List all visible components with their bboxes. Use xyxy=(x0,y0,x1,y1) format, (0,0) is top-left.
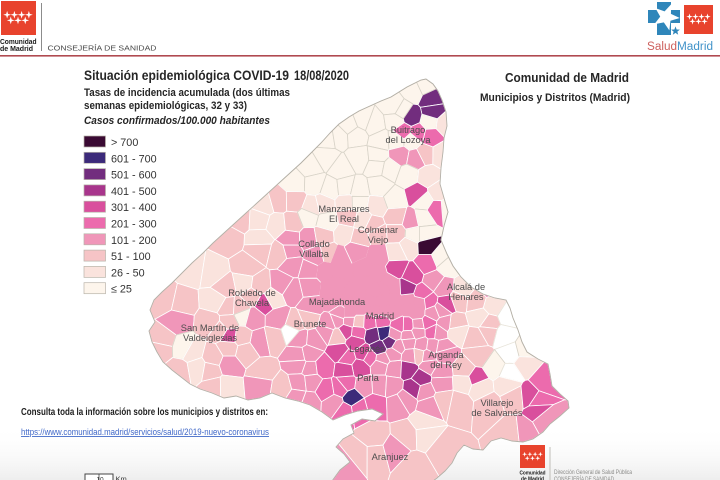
svg-text:601 - 700: 601 - 700 xyxy=(111,153,157,165)
svg-text:semanas epidemiológicas, 32 y: semanas epidemiológicas, 32 y 33) xyxy=(84,100,247,112)
svg-text:Majadahonda: Majadahonda xyxy=(309,297,366,307)
svg-text:Viejo: Viejo xyxy=(368,235,389,245)
svg-text:401 - 500: 401 - 500 xyxy=(111,186,157,198)
svg-text:Comunidad: Comunidad xyxy=(520,471,546,477)
svg-text:> 700: > 700 xyxy=(111,137,138,149)
svg-text:Alcalá de: Alcalá de xyxy=(447,282,485,292)
svg-text:Villalba: Villalba xyxy=(299,249,330,259)
svg-text:de Madrid: de Madrid xyxy=(521,477,545,480)
svg-text:Tasas de incidencia acumulada: Tasas de incidencia acumulada (dos últim… xyxy=(84,87,290,99)
svg-text:El Real: El Real xyxy=(329,214,359,224)
svg-text:Aranjuez: Aranjuez xyxy=(372,452,409,462)
svg-text:San Martín de: San Martín de xyxy=(181,323,239,333)
svg-text:Chavela: Chavela xyxy=(235,298,270,308)
svg-text:CONSEJERÍA DE SANIDAD: CONSEJERÍA DE SANIDAD xyxy=(554,476,614,480)
svg-text:Km: Km xyxy=(116,475,127,480)
svg-text:101 - 200: 101 - 200 xyxy=(111,235,157,247)
svg-text:Leganés: Leganés xyxy=(349,344,385,354)
svg-text:https://www.comunidad.madrid/s: https://www.comunidad.madrid/servicios/s… xyxy=(21,427,270,437)
svg-text:Parla: Parla xyxy=(357,373,380,383)
svg-text:Madrid: Madrid xyxy=(677,41,713,53)
svg-text:Villarejo: Villarejo xyxy=(481,398,514,408)
svg-text:Municipios y Distritos (Madrid: Municipios y Distritos (Madrid) xyxy=(480,92,630,104)
svg-text:de Salvanés: de Salvanés xyxy=(471,408,523,418)
svg-text:Manzanares: Manzanares xyxy=(318,204,370,214)
svg-text:Salud: Salud xyxy=(647,41,677,53)
svg-text:Buitrago: Buitrago xyxy=(391,125,426,135)
svg-text:de Madrid: de Madrid xyxy=(0,44,33,53)
svg-text:Valdeiglesias: Valdeiglesias xyxy=(183,333,237,343)
svg-text:Colmenar: Colmenar xyxy=(358,225,398,235)
svg-text:CONSEJERÍA DE SANIDAD: CONSEJERÍA DE SANIDAD xyxy=(48,44,157,53)
svg-text:26 - 50: 26 - 50 xyxy=(111,267,145,279)
svg-text:Madrid: Madrid xyxy=(366,311,394,321)
svg-text:Consulta toda la información s: Consulta toda la información sobre los m… xyxy=(21,407,268,418)
svg-text:Arganda: Arganda xyxy=(428,350,464,360)
svg-text:del Rey: del Rey xyxy=(430,360,462,370)
svg-text:51 - 100: 51 - 100 xyxy=(111,251,151,263)
svg-text:Situación epidemiológica COVID: Situación epidemiológica COVID-19 xyxy=(84,68,289,83)
svg-text:301 - 400: 301 - 400 xyxy=(111,202,157,214)
svg-text:Brunete: Brunete xyxy=(294,319,327,329)
svg-text:Comunidad de Madrid: Comunidad de Madrid xyxy=(505,70,629,85)
svg-text:Dirección General de Salud Púb: Dirección General de Salud Pública xyxy=(554,469,632,476)
svg-text:≤ 25: ≤ 25 xyxy=(111,284,132,296)
svg-text:del Lozoya: del Lozoya xyxy=(386,135,432,145)
svg-text:18/08/2020: 18/08/2020 xyxy=(294,68,349,83)
svg-text:201 - 300: 201 - 300 xyxy=(111,219,157,231)
svg-text:Robledo de: Robledo de xyxy=(228,288,276,298)
svg-text:Collado: Collado xyxy=(298,239,330,249)
svg-text:10: 10 xyxy=(96,477,104,480)
svg-text:Henares: Henares xyxy=(448,292,483,302)
svg-text:Comunidad: Comunidad xyxy=(0,37,37,46)
svg-text:Casos confirmados/100.000 habi: Casos confirmados/100.000 habitantes xyxy=(84,115,270,127)
svg-text:501 - 600: 501 - 600 xyxy=(111,170,157,182)
